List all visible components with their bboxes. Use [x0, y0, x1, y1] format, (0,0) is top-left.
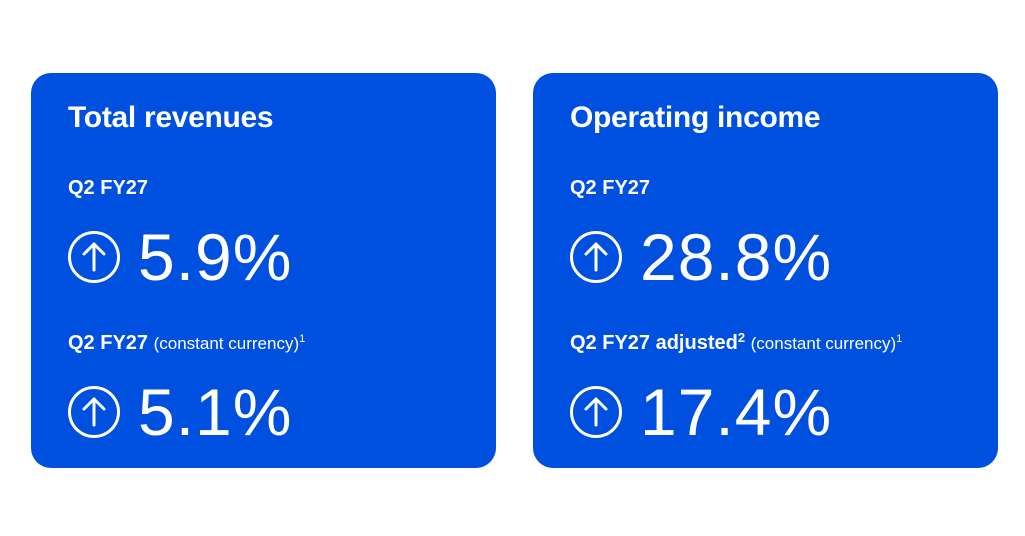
note-text: (constant currency) — [153, 334, 300, 353]
card-title: Total revenues — [68, 101, 274, 134]
metric-value: 5.9% — [138, 220, 293, 294]
up-arrow-icon — [570, 231, 622, 283]
metric-label: Q2 FY27 — [570, 177, 650, 200]
card-title: Operating income — [570, 101, 821, 134]
footnote-ref: 2 — [737, 330, 746, 345]
label-text: Q2 FY27 — [570, 177, 651, 199]
note-text: (constant currency) — [750, 334, 897, 353]
metric-value: 28.8% — [640, 220, 833, 294]
metric-value-row: 28.8% — [569, 224, 832, 290]
label-text: Q2 FY27 — [68, 177, 149, 199]
up-arrow-icon — [570, 386, 622, 438]
up-arrow-icon — [68, 231, 120, 283]
metric-value-row: 5.9% — [67, 224, 292, 290]
label-note: (constant currency)1 — [153, 333, 306, 354]
label-text: Q2 FY27 — [68, 332, 149, 354]
metric-label: Q2 FY27 adjusted2 (constant currency)1 — [570, 330, 903, 355]
metric-value-row: 5.1% — [67, 379, 292, 445]
metric-label: Q2 FY27 — [68, 177, 148, 200]
up-arrow-icon — [68, 386, 120, 438]
label-text: Q2 FY27 adjusted — [570, 332, 738, 354]
footnote-ref: 1 — [896, 333, 903, 345]
card: Total revenues Q2 FY27 5.9% Q2 FY27 (consta… — [31, 73, 496, 468]
metric-value: 5.1% — [138, 375, 293, 449]
footnote-ref: 1 — [299, 333, 306, 345]
metric-value-row: 17.4% — [569, 379, 832, 445]
metric-label: Q2 FY27 (constant currency)1 — [68, 332, 305, 355]
metric-value: 17.4% — [640, 375, 833, 449]
card: Operating income Q2 FY27 28.8% Q2 FY27 adju… — [533, 73, 998, 468]
label-note: (constant currency)1 — [750, 333, 903, 354]
